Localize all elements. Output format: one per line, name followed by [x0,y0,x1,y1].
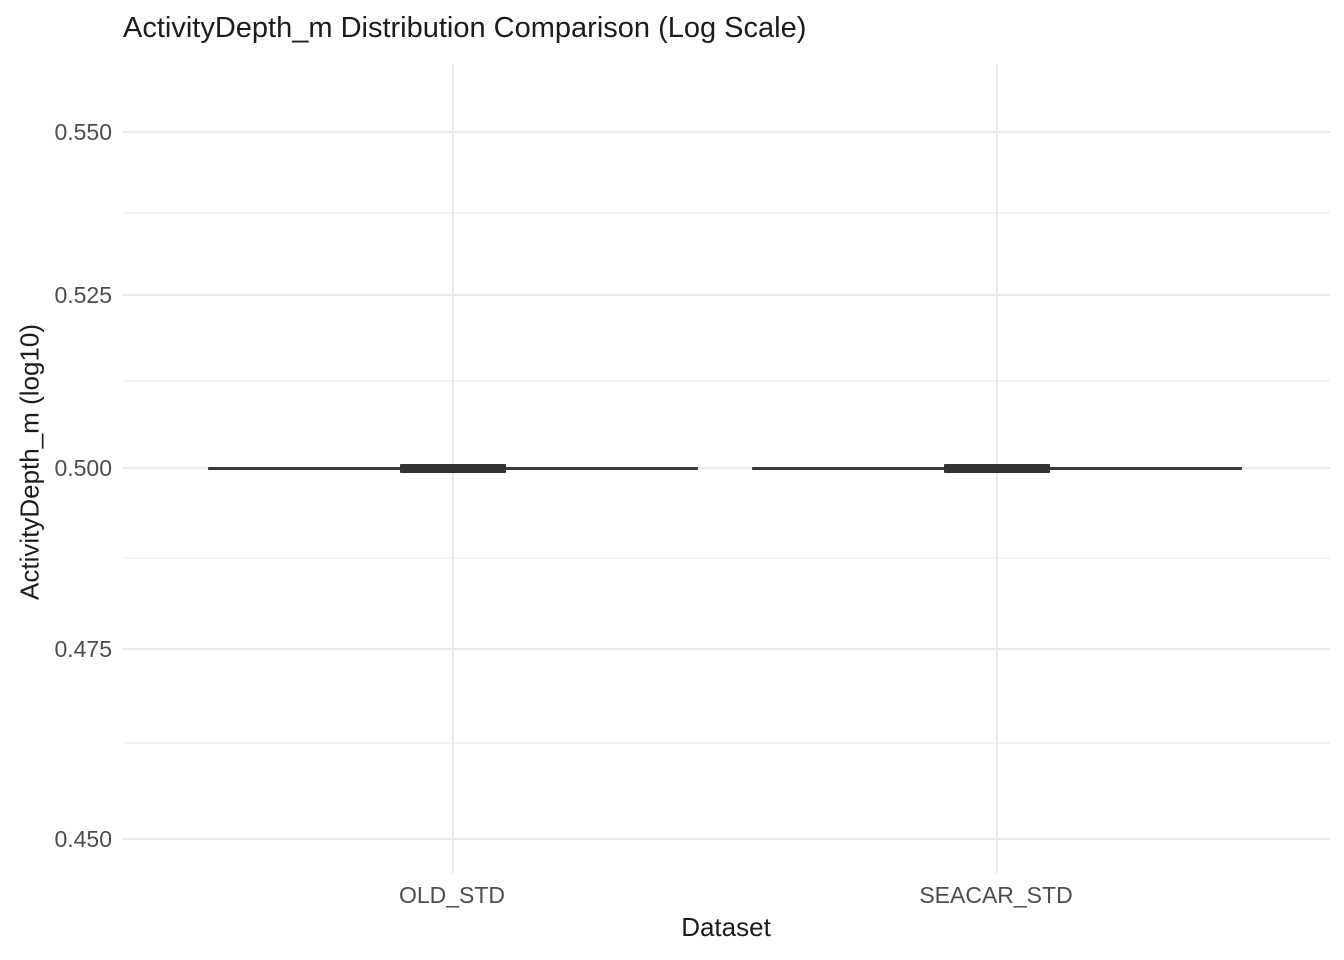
plot-panel [123,64,1330,873]
chart-title: ActivityDepth_m Distribution Comparison … [123,12,807,44]
gridline-major-h-0525 [123,294,1330,296]
y-axis-title: ActivityDepth_m (log10) [14,324,45,600]
gridline-minor-h [123,742,1330,744]
gridline-minor-h [123,557,1330,559]
y-tick-label: 0.475 [54,636,112,662]
boxplot-old-std [400,463,506,473]
x-tick-label-seacar-std: SEACAR_STD [919,882,1073,908]
y-tick-label: 0.550 [54,119,112,145]
y-tick-label: 0.500 [54,455,112,481]
y-tick-label: 0.525 [54,282,112,308]
boxplot-seacar-std [944,463,1050,473]
x-axis-title: Dataset [681,912,771,942]
y-tick-label: 0.450 [54,826,112,852]
gridline-major-h-0450 [123,838,1330,840]
gridline-minor-h [123,380,1330,382]
gridline-major-h-0475 [123,648,1330,650]
x-tick-label-old-std: OLD_STD [398,882,506,908]
gridline-major-h-0500 [123,467,1330,469]
gridline-major-h-0550 [123,131,1330,133]
gridline-minor-h [123,212,1330,214]
